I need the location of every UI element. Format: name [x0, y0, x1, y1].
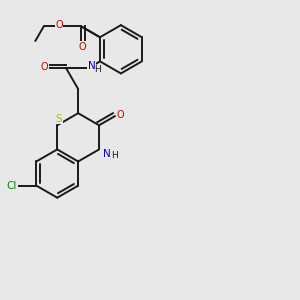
Text: O: O — [41, 62, 49, 72]
Text: H: H — [94, 65, 101, 74]
Text: H: H — [111, 152, 118, 160]
Text: S: S — [56, 114, 62, 124]
Text: O: O — [78, 42, 86, 52]
Text: N: N — [88, 61, 96, 71]
Text: N: N — [103, 149, 111, 159]
Text: O: O — [55, 20, 63, 31]
Text: O: O — [116, 110, 124, 120]
Text: Cl: Cl — [7, 181, 17, 190]
